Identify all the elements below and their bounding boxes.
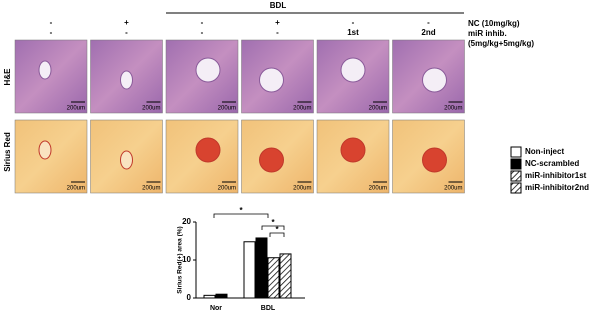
significance-bracket xyxy=(261,225,285,230)
scale-bar-label: 200um xyxy=(218,106,236,112)
y-tick-label: 20 xyxy=(182,217,191,226)
tissue-feature xyxy=(422,147,447,173)
significance-bracket xyxy=(269,232,285,237)
bar xyxy=(279,253,292,299)
dose-note: (5mg/kg+5mg/kg) xyxy=(468,39,534,48)
scale-bar-label: 200um xyxy=(293,186,311,192)
tissue-feature xyxy=(340,137,366,163)
condition-cell: - xyxy=(427,18,430,27)
y-tick-label: 10 xyxy=(182,255,191,264)
scale-bar-label: 200um xyxy=(444,186,462,192)
bar xyxy=(215,293,228,299)
condition-cell: 1st xyxy=(347,28,359,37)
condition-cell: + xyxy=(124,18,129,27)
condition-cell: - xyxy=(50,18,53,27)
scale-bar-label: 200um xyxy=(369,106,387,112)
scale-bar-label: 200um xyxy=(369,186,387,192)
condition-cell: + xyxy=(275,18,280,27)
legend-label: miR-inhibitor2nd xyxy=(525,183,589,192)
scale-bar-label: 200um xyxy=(67,186,85,192)
y-tick-label: 0 xyxy=(187,293,192,302)
scale-bar-label: 200um xyxy=(142,186,160,192)
x-tick-label: Nor xyxy=(210,305,222,312)
row-label: Sirius Red xyxy=(3,132,12,172)
tissue-feature xyxy=(422,67,447,93)
tissue-feature xyxy=(38,140,52,160)
significance-mark: * xyxy=(275,225,279,234)
bar xyxy=(255,237,268,299)
condition-cell: - xyxy=(201,28,204,37)
significance-bracket xyxy=(213,213,269,218)
condition-cell: - xyxy=(352,18,355,27)
tissue-feature xyxy=(38,60,52,80)
row-label: H&E xyxy=(3,68,12,86)
legend-swatch xyxy=(510,182,522,194)
tissue-feature xyxy=(120,150,133,170)
bar xyxy=(203,294,216,299)
legend-swatch xyxy=(510,146,522,158)
histology-image xyxy=(14,119,88,194)
tissue-feature xyxy=(340,57,366,83)
legend-swatch xyxy=(510,170,522,182)
condition-cell: - xyxy=(125,28,128,37)
significance-mark: * xyxy=(271,218,275,227)
legend-label: miR-inhibitor1st xyxy=(525,171,587,180)
y-axis-label: Sirius Red(+) area (%) xyxy=(177,226,184,293)
scale-bar-label: 200um xyxy=(67,106,85,112)
row-condition-label: NC (10mg/kg) xyxy=(468,19,520,28)
legend-label: Non-inject xyxy=(525,147,564,156)
tissue-feature xyxy=(120,70,133,90)
legend-swatch xyxy=(510,158,522,170)
x-tick-label: BDL xyxy=(261,305,276,312)
histology-image xyxy=(14,39,88,114)
legend-label: NC-scrambled xyxy=(525,159,579,168)
condition-cell: - xyxy=(201,18,204,27)
tissue-feature xyxy=(195,57,221,83)
condition-cell: 2nd xyxy=(421,28,435,37)
tissue-feature xyxy=(259,67,284,93)
tissue-feature xyxy=(259,147,284,173)
scale-bar-label: 200um xyxy=(218,186,236,192)
tissue-feature xyxy=(195,137,221,163)
scale-bar-label: 200um xyxy=(293,106,311,112)
scale-bar-label: 200um xyxy=(444,106,462,112)
scale-bar-label: 200um xyxy=(142,106,160,112)
significance-mark: * xyxy=(239,206,243,215)
group-label: BDL xyxy=(270,1,287,10)
row-condition-label: miR inhib. xyxy=(468,29,507,38)
condition-cell: - xyxy=(276,28,279,37)
bar xyxy=(243,241,256,299)
bar xyxy=(267,257,280,299)
condition-cell: - xyxy=(50,28,53,37)
